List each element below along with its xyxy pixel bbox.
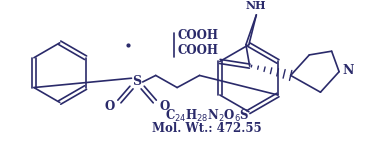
Text: NH: NH (245, 0, 266, 11)
Text: S: S (132, 74, 142, 87)
Text: C$_{24}$H$_{28}$N$_{2}$O$_{6}$S: C$_{24}$H$_{28}$N$_{2}$O$_{6}$S (165, 107, 249, 124)
Text: N: N (343, 64, 354, 77)
Text: COOH: COOH (177, 29, 218, 42)
Text: O: O (104, 100, 114, 113)
Text: O: O (160, 100, 170, 113)
Text: COOH: COOH (177, 44, 218, 57)
Text: Mol. Wt.: 472.55: Mol. Wt.: 472.55 (152, 122, 262, 135)
